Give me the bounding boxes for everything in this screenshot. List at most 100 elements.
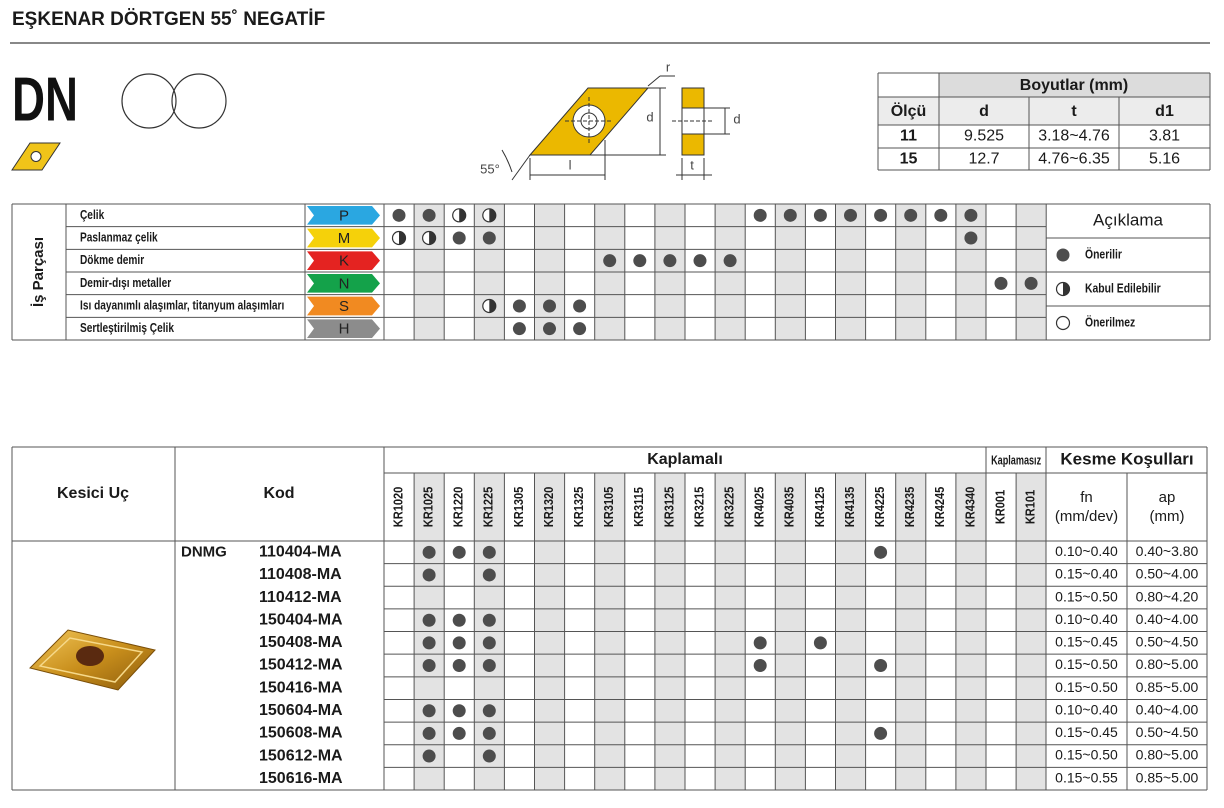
symbol-full (422, 208, 436, 222)
grade-label: KR4025 (752, 486, 767, 527)
symbol-full (573, 299, 587, 313)
symbol-half-fill (459, 208, 466, 222)
symbol-full (1056, 248, 1070, 262)
diagram-label: r (666, 59, 671, 74)
logo-circles (121, 73, 227, 129)
material-code: P (339, 207, 349, 224)
legend-title: Açıklama (1093, 210, 1163, 229)
symbol-full (753, 636, 767, 650)
symbol-half-fill (429, 231, 436, 245)
feed: 0.15~0.45 (1055, 724, 1118, 740)
material-badge (307, 206, 380, 225)
symbol-half-fill (1063, 282, 1070, 296)
depth: 0.80~5.00 (1136, 656, 1199, 672)
product-code: 110404-MA (259, 544, 342, 561)
column-header: (mm) (1150, 508, 1185, 525)
symbol-half-fill (399, 231, 406, 245)
insert-photo (29, 629, 156, 691)
material-badge (307, 319, 380, 339)
material-badge (307, 228, 380, 248)
material-code: K (339, 253, 349, 270)
insert-diagram (501, 75, 730, 181)
symbol-full (482, 231, 496, 245)
table-cell: 15 (900, 151, 918, 168)
symbol-full (994, 276, 1008, 290)
grade-label: KR1305 (511, 486, 526, 527)
symbol-full (753, 208, 767, 222)
product-code: 150612-MA (259, 747, 343, 764)
group-header: Kesme Koşulları (1060, 449, 1193, 468)
symbol-full (904, 208, 918, 222)
symbol-full (753, 659, 767, 672)
grade-label: KR4245 (932, 486, 947, 527)
depth: 0.50~4.50 (1136, 724, 1199, 740)
symbol-full (964, 231, 978, 245)
symbol-full (633, 254, 647, 268)
product-code: 110408-MA (259, 566, 342, 583)
page-title: EŞKENAR DÖRTGEN 55˚ NEGATİF (12, 9, 325, 30)
column-header: t (1071, 103, 1077, 120)
depth: 0.85~5.00 (1136, 679, 1199, 695)
symbol-full (874, 208, 888, 222)
symbol-full (934, 208, 948, 222)
symbol-full (603, 254, 617, 268)
side-label: İş Parçası (30, 237, 47, 307)
grade-label: KR001 (993, 490, 1008, 525)
symbol-full (482, 568, 496, 582)
grade-label: KR101 (1023, 490, 1038, 525)
grade-label: KR4135 (842, 486, 857, 527)
material-name: Paslanmaz çelik (80, 230, 158, 244)
symbol-full (422, 545, 436, 559)
column-header: fn (1080, 489, 1093, 506)
symbol-full (422, 704, 436, 718)
product-code: 150412-MA (259, 657, 343, 674)
diagram-label: l (569, 157, 572, 172)
grade-label: KR4235 (902, 486, 917, 527)
table-header: Boyutlar (mm) (1020, 77, 1128, 94)
depth: 0.40~4.00 (1136, 701, 1199, 717)
header-bg (939, 73, 1210, 97)
material-name: Demir-dışı metaller (80, 276, 172, 290)
grade-label: KR4125 (812, 486, 827, 527)
feed: 0.15~0.50 (1055, 588, 1118, 604)
symbol-full (874, 726, 888, 740)
symbol-full (1024, 276, 1038, 290)
symbol-half-fill (489, 208, 496, 222)
code-prefix: DNMG (181, 543, 227, 560)
symbol-empty (1055, 315, 1071, 331)
material-name: Çelik (80, 208, 105, 222)
table-cell: 11 (900, 128, 917, 145)
symbol-full (422, 659, 436, 672)
symbol-full (813, 636, 827, 650)
product-code: 110412-MA (259, 589, 342, 606)
symbol-full (482, 659, 496, 672)
depth: 0.80~4.20 (1136, 588, 1199, 604)
grade-label: KR4225 (872, 486, 887, 527)
symbol-full (452, 704, 466, 718)
symbol-full (723, 254, 737, 268)
symbol-full (452, 545, 466, 559)
grade-label: KR1025 (421, 486, 436, 527)
table-cell: 3.81 (1149, 128, 1180, 145)
material-code: S (339, 298, 349, 315)
legend-label: Kabul Edilebilir (1085, 281, 1161, 295)
product-code: 150404-MA (259, 611, 343, 628)
table-cell: 5.16 (1149, 151, 1180, 168)
symbol-full (482, 726, 496, 740)
feed: 0.15~0.50 (1055, 679, 1118, 695)
column-header: (mm/dev) (1055, 508, 1118, 525)
table-cell: 9.525 (964, 128, 1004, 145)
symbol-full (482, 613, 496, 627)
symbol-half-fill (489, 299, 496, 313)
depth: 0.50~4.00 (1136, 566, 1199, 582)
material-code: H (339, 321, 350, 338)
symbol-full (813, 208, 827, 222)
symbol-full (512, 322, 526, 336)
symbol-full (452, 231, 466, 245)
symbol-full (482, 749, 496, 763)
feed: 0.15~0.55 (1055, 769, 1118, 785)
material-name: Isı dayanımlı alaşımlar, titanyum alaşım… (80, 298, 284, 312)
column-header: ap (1159, 489, 1176, 506)
material-badge (307, 251, 380, 271)
legend-label: Önerilmez (1085, 315, 1135, 329)
